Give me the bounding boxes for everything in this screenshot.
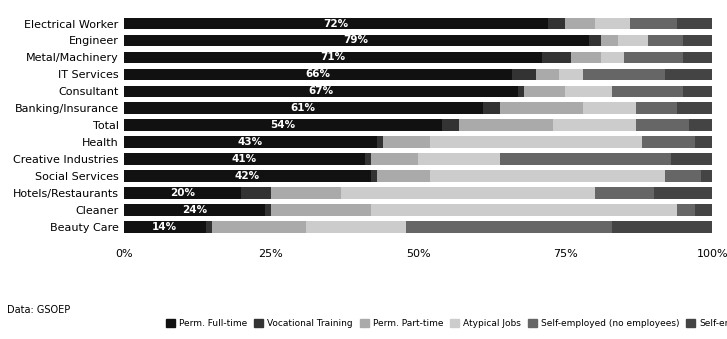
Bar — [241, 187, 270, 199]
Bar — [636, 102, 677, 114]
Bar — [566, 18, 595, 29]
Bar — [601, 35, 618, 46]
Text: 71%: 71% — [320, 53, 345, 62]
Bar — [553, 119, 636, 132]
Bar — [342, 187, 595, 199]
Bar — [677, 102, 712, 114]
Bar — [265, 204, 270, 216]
Text: 41%: 41% — [232, 154, 257, 164]
Bar — [124, 187, 241, 199]
Bar — [536, 68, 559, 80]
Text: 79%: 79% — [344, 36, 369, 45]
Bar — [430, 137, 642, 148]
Bar — [630, 18, 677, 29]
Bar — [483, 102, 500, 114]
Bar — [695, 204, 712, 216]
Bar — [542, 52, 571, 63]
Bar — [624, 52, 683, 63]
Bar — [612, 221, 712, 233]
Bar — [124, 171, 371, 182]
Text: 54%: 54% — [270, 120, 295, 131]
Bar — [124, 137, 377, 148]
Bar — [124, 154, 365, 165]
Bar — [559, 68, 583, 80]
Bar — [124, 52, 542, 63]
Legend: Perm. Full-time, Vocational Training, Perm. Part-time, Atypical Jobs, Self-emplo: Perm. Full-time, Vocational Training, Pe… — [163, 315, 727, 332]
Bar — [270, 204, 371, 216]
Bar — [371, 204, 677, 216]
Bar — [671, 154, 712, 165]
Bar — [583, 102, 636, 114]
Bar — [371, 171, 377, 182]
Text: 72%: 72% — [323, 19, 348, 28]
Bar — [612, 85, 683, 97]
Bar — [589, 35, 601, 46]
Bar — [206, 221, 212, 233]
Bar — [382, 137, 430, 148]
Text: 61%: 61% — [291, 103, 316, 114]
Bar — [677, 204, 695, 216]
Bar — [124, 35, 589, 46]
Bar — [365, 154, 371, 165]
Bar — [683, 85, 712, 97]
Bar — [124, 119, 441, 132]
Bar — [377, 171, 430, 182]
Bar — [513, 68, 536, 80]
Bar — [601, 52, 624, 63]
Bar — [618, 35, 648, 46]
Bar — [665, 171, 701, 182]
Bar — [524, 85, 566, 97]
Bar — [124, 102, 483, 114]
Bar — [583, 68, 665, 80]
Text: Data: GSOEP: Data: GSOEP — [7, 305, 71, 315]
Bar — [701, 171, 712, 182]
Bar — [500, 102, 583, 114]
Text: 14%: 14% — [152, 222, 177, 232]
Bar — [124, 204, 265, 216]
Bar — [595, 187, 654, 199]
Text: 20%: 20% — [170, 188, 195, 198]
Text: 24%: 24% — [182, 205, 206, 215]
Bar — [371, 154, 418, 165]
Text: 42%: 42% — [235, 172, 260, 181]
Bar — [677, 18, 712, 29]
Bar — [683, 52, 712, 63]
Bar — [547, 18, 566, 29]
Bar — [377, 137, 382, 148]
Bar — [459, 119, 553, 132]
Bar — [689, 119, 712, 132]
Bar — [648, 35, 683, 46]
Bar — [406, 221, 612, 233]
Bar — [683, 35, 712, 46]
Bar — [418, 154, 500, 165]
Bar — [441, 119, 459, 132]
Bar — [665, 68, 712, 80]
Text: 67%: 67% — [308, 86, 334, 97]
Bar — [212, 221, 306, 233]
Text: 43%: 43% — [238, 137, 262, 147]
Bar — [270, 187, 342, 199]
Bar — [642, 137, 695, 148]
Text: 66%: 66% — [305, 69, 330, 79]
Bar — [124, 68, 513, 80]
Bar — [124, 85, 518, 97]
Bar — [695, 137, 712, 148]
Bar — [124, 18, 547, 29]
Bar — [654, 187, 712, 199]
Bar — [571, 52, 601, 63]
Bar — [124, 221, 206, 233]
Bar — [430, 171, 665, 182]
Bar — [566, 85, 612, 97]
Bar — [500, 154, 671, 165]
Bar — [636, 119, 689, 132]
Bar — [595, 18, 630, 29]
Bar — [306, 221, 406, 233]
Bar — [518, 85, 524, 97]
